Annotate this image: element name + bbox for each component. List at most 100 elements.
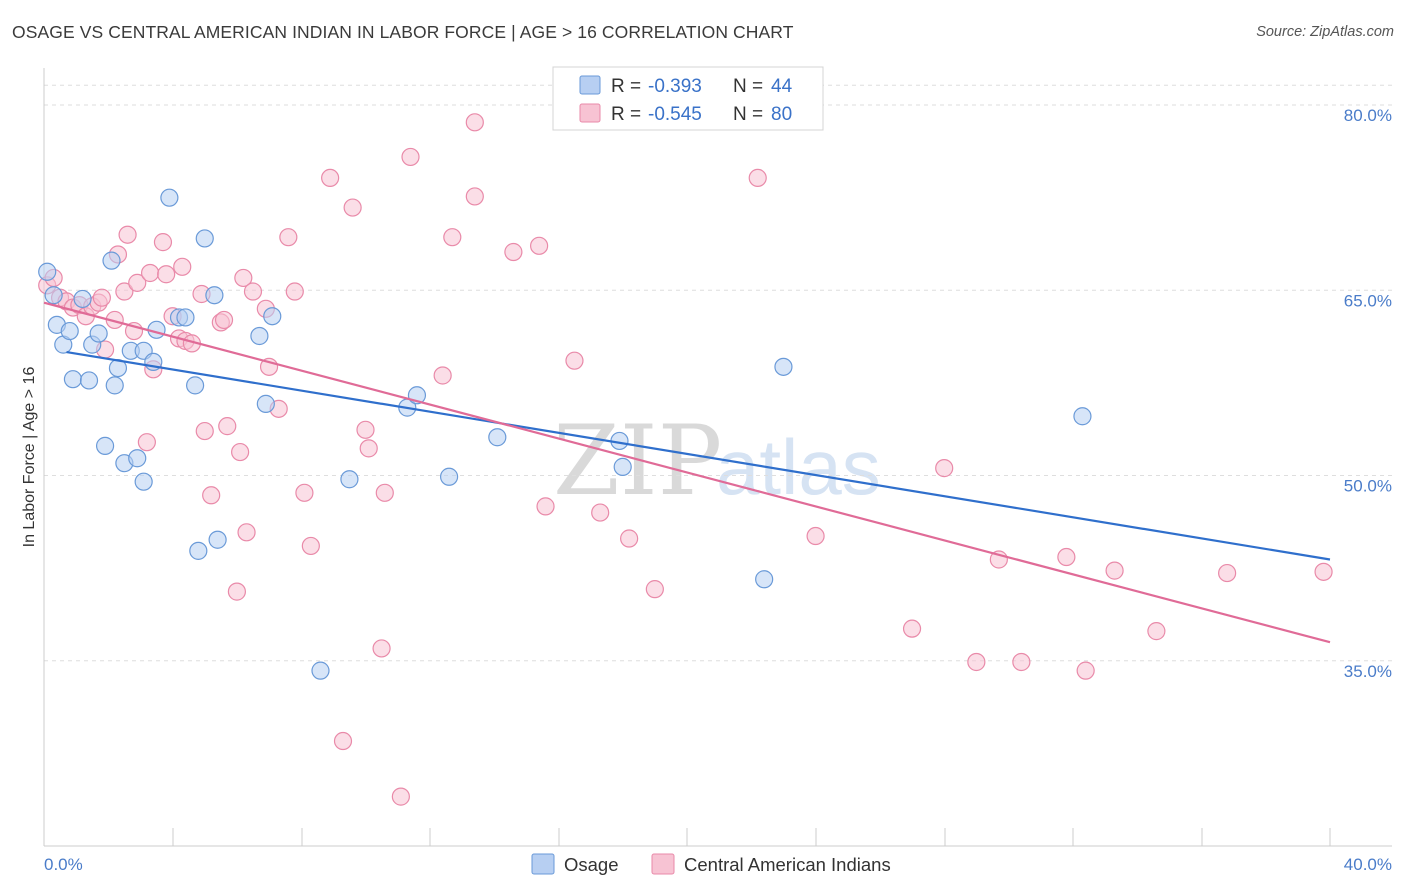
central-american-indians-point — [359, 439, 378, 458]
central-american-indians-point — [301, 536, 320, 556]
osage-point — [774, 357, 793, 376]
osage-point — [208, 530, 227, 549]
central-american-indians-point — [565, 351, 584, 370]
trend-lines — [43, 301, 1331, 644]
central-american-indians-point — [748, 168, 767, 188]
central-american-indians-point — [279, 228, 298, 247]
central-american-indians-point — [401, 147, 420, 167]
central-american-indians-point — [1314, 562, 1333, 581]
central-american-indians-point — [620, 529, 639, 548]
central-american-indians-point — [333, 731, 353, 751]
legend-cai-n-value: 80 — [771, 104, 792, 125]
central-american-indians-point — [128, 273, 147, 292]
central-american-indians-point — [935, 459, 954, 478]
x-tick-label-min: 0.0% — [44, 855, 83, 874]
osage-point — [195, 229, 214, 248]
y-tick-label: 35.0% — [1344, 662, 1392, 681]
bottom-legend-cai-swatch — [651, 853, 675, 875]
central-american-indians-point — [343, 198, 362, 217]
central-american-indians-point — [92, 288, 111, 307]
legend-cai-swatch — [579, 103, 601, 123]
osage-point — [95, 436, 115, 455]
correlation-legend: R = -0.393 N = 44 R = -0.545 N = 80 — [552, 66, 824, 131]
osage-point — [256, 394, 275, 413]
central-american-indians-point — [902, 619, 922, 638]
central-american-indians-point — [243, 282, 263, 301]
legend-cai-r-label: R = — [611, 104, 641, 125]
central-american-indians-point — [295, 483, 314, 502]
central-american-indians-point — [1076, 661, 1095, 680]
central-american-indians-point — [433, 366, 452, 385]
central-american-indians-point — [118, 225, 137, 244]
osage-point — [79, 371, 99, 390]
central-american-indians-point — [285, 282, 304, 301]
osage-point — [102, 251, 121, 270]
osage-point — [340, 470, 359, 489]
osage-point — [44, 286, 63, 305]
central-american-indians-point — [530, 236, 549, 255]
osage-trend-line — [66, 350, 1331, 561]
x-tick-marks — [43, 828, 1331, 846]
central-american-indians-point — [227, 582, 246, 601]
y-tick-label: 50.0% — [1344, 477, 1392, 496]
bottom-legend-osage-swatch — [531, 853, 555, 875]
central-american-indians-point — [1147, 622, 1166, 641]
central-american-indians-point — [465, 187, 484, 206]
osage-point — [263, 307, 282, 326]
osage-point — [105, 376, 124, 395]
central-american-indians-point — [504, 242, 523, 262]
legend-cai-r-value: -0.545 — [648, 104, 702, 125]
osage-point — [311, 661, 330, 680]
central-american-indians-point — [1057, 547, 1076, 567]
central-american-indians-point — [443, 228, 462, 247]
osage-point — [755, 570, 774, 589]
legend-cai-n-label: N = — [733, 104, 763, 125]
osage-point — [1073, 407, 1092, 426]
osage-point — [176, 308, 195, 327]
legend-osage-n-label: N = — [733, 76, 763, 97]
central-american-indians-point — [140, 263, 160, 283]
osage-point — [60, 321, 79, 341]
legend-osage-n-value: 44 — [771, 76, 793, 97]
bottom-legend-osage-label: Osage — [564, 854, 619, 875]
osage-point — [128, 449, 147, 468]
watermark-atlas: atlas — [716, 423, 881, 511]
central-american-indians-trend-line — [43, 301, 1331, 644]
osage-point — [63, 370, 83, 389]
y-tick-labels: 35.0% 50.0% 65.0% 80.0% — [1344, 106, 1392, 681]
osage-point — [134, 472, 153, 491]
central-american-indians-point — [372, 639, 391, 658]
central-american-indians-point — [214, 310, 234, 330]
central-american-indians-point — [202, 486, 221, 505]
osage-point — [73, 289, 92, 309]
central-american-indians-point — [645, 580, 664, 599]
central-american-indians-point — [1012, 652, 1031, 672]
legend-osage-r-label: R = — [611, 76, 641, 97]
central-american-indians-point — [806, 526, 825, 546]
central-american-indians-point — [234, 268, 253, 288]
central-american-indians-point — [356, 420, 375, 439]
osage-point — [38, 262, 57, 281]
osage-point — [189, 541, 208, 560]
osage-point — [439, 467, 459, 486]
osage-point — [488, 428, 507, 447]
central-american-indians-point — [375, 483, 394, 502]
central-american-indians-point — [157, 265, 176, 284]
chart-title: OSAGE VS CENTRAL AMERICAN INDIAN IN LABO… — [12, 22, 794, 42]
y-axis-label: In Labor Force | Age > 16 — [21, 367, 38, 548]
bottom-legend-cai-label: Central American Indians — [684, 854, 891, 875]
central-american-indians-point — [195, 421, 214, 441]
osage-point — [186, 376, 205, 395]
central-american-indians-point — [465, 113, 484, 132]
central-american-indians-point — [536, 497, 555, 516]
central-american-indians-point — [391, 787, 410, 806]
osage-point — [89, 324, 108, 343]
osage-point — [160, 188, 179, 207]
series-legend: Osage Central American Indians — [531, 853, 891, 875]
central-american-indians-point — [237, 523, 256, 542]
central-american-indians-point — [115, 282, 134, 301]
series-osage-points — [38, 188, 1092, 680]
osage-point — [250, 326, 269, 346]
central-american-indians-point — [321, 168, 340, 188]
